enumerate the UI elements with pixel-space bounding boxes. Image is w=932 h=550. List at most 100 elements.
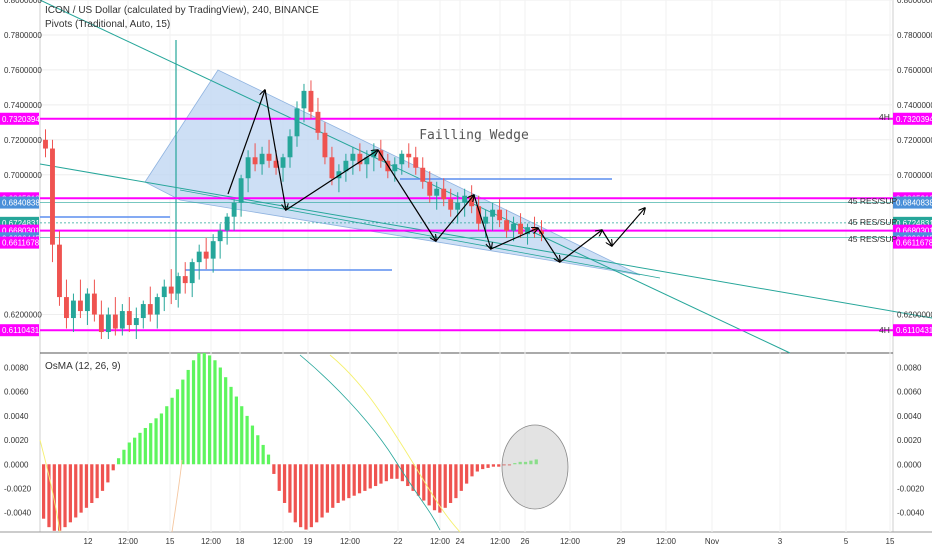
time-tick: 12:00 bbox=[118, 537, 139, 546]
osma-tick-right: 0.0040 bbox=[897, 412, 922, 421]
price-tag-left-text: 0.7320394 bbox=[2, 115, 40, 124]
candle-body bbox=[497, 209, 503, 221]
osma-bar bbox=[395, 464, 399, 479]
price-tag-left bbox=[0, 236, 39, 249]
osma-bar bbox=[202, 353, 206, 465]
pivot-label-3: 45 RES/SUP bbox=[848, 234, 897, 244]
osma-signal-mid bbox=[171, 459, 183, 533]
candle-body bbox=[175, 276, 181, 294]
osma-bar bbox=[42, 464, 46, 519]
osma-bar bbox=[165, 406, 169, 465]
osma-bar bbox=[363, 464, 367, 491]
candle-body bbox=[112, 314, 118, 329]
osma-bar bbox=[357, 464, 362, 494]
price-tick-left: 0.6200000 bbox=[4, 311, 42, 320]
osma-tick-left: -0.0040 bbox=[4, 509, 32, 518]
time-tick: 22 bbox=[394, 537, 403, 546]
candle-body bbox=[182, 276, 188, 284]
osma-bar bbox=[47, 464, 51, 528]
candle-body bbox=[154, 297, 160, 315]
osma-bar bbox=[336, 464, 340, 503]
candle-body bbox=[483, 216, 489, 224]
candle-body bbox=[308, 90, 314, 112]
osma-bar bbox=[63, 464, 67, 528]
candle-body bbox=[77, 300, 83, 312]
candle-body bbox=[238, 178, 244, 203]
projection-arrow bbox=[227, 90, 265, 195]
osma-tick-left: 0.0000 bbox=[4, 460, 29, 469]
price-tick-left: 0.7600000 bbox=[4, 66, 42, 75]
osma-bar bbox=[282, 464, 287, 503]
osma-bar bbox=[288, 464, 292, 513]
candle-body bbox=[350, 153, 356, 161]
candle-body bbox=[301, 90, 307, 109]
candle-body bbox=[476, 206, 482, 224]
osma-bar bbox=[245, 415, 249, 465]
osma-bar bbox=[154, 418, 158, 465]
time-tick: 12:00 bbox=[656, 537, 677, 546]
osma-bar bbox=[325, 464, 330, 513]
price-tick-right: 0.7000000 bbox=[897, 171, 932, 180]
time-tick: 12 bbox=[84, 537, 93, 546]
wedge-support bbox=[179, 189, 661, 279]
osma-bar bbox=[507, 464, 512, 466]
candle-body bbox=[392, 164, 398, 172]
candle-body bbox=[329, 157, 335, 179]
osma-bar bbox=[486, 464, 490, 468]
osma-signal-left bbox=[39, 439, 61, 533]
time-tick: 26 bbox=[521, 537, 530, 546]
candle-body bbox=[224, 216, 230, 231]
candle-body bbox=[343, 160, 349, 172]
osma-bar bbox=[315, 464, 319, 523]
candle-body bbox=[119, 311, 125, 329]
price-tag-left bbox=[0, 112, 39, 125]
candle-body bbox=[357, 153, 363, 165]
osma-bar bbox=[116, 458, 121, 465]
osma-bar bbox=[481, 464, 485, 470]
indicator-legend: Pivots (Traditional, Auto, 15) bbox=[45, 19, 171, 30]
osma-bar bbox=[352, 464, 356, 496]
candle-body bbox=[406, 153, 412, 158]
price-tag-left-text: 0.6680301 bbox=[2, 227, 40, 236]
osma-tick-right: 0.0080 bbox=[897, 364, 922, 373]
candle-body bbox=[399, 153, 405, 165]
candle-body bbox=[525, 227, 530, 235]
price-tag-left bbox=[0, 324, 39, 337]
osma-bar bbox=[106, 464, 110, 483]
candle-body bbox=[427, 181, 433, 196]
osma-macd-line bbox=[299, 354, 441, 531]
time-tick: Nov bbox=[705, 537, 719, 546]
candle-body bbox=[203, 251, 209, 259]
osma-bar bbox=[191, 360, 196, 465]
candle-body bbox=[336, 171, 342, 179]
candle-body bbox=[98, 314, 104, 333]
price-tick-left: 0.7800000 bbox=[4, 31, 42, 40]
osma-bar bbox=[320, 464, 324, 518]
highlight-circle bbox=[501, 424, 569, 510]
price-tick-right: 0.7600000 bbox=[897, 66, 932, 75]
osma-bar bbox=[127, 442, 131, 465]
osma-histogram bbox=[39, 353, 569, 533]
osma-bar bbox=[138, 432, 142, 465]
osma-bar bbox=[379, 464, 383, 484]
price-tag-right bbox=[893, 236, 932, 249]
osma-bar bbox=[422, 464, 426, 501]
projection-arrow bbox=[377, 149, 436, 241]
osma-bar bbox=[368, 464, 372, 489]
time-tick: 12:00 bbox=[340, 537, 361, 546]
osma-bar bbox=[438, 464, 442, 513]
osma-bar bbox=[52, 464, 56, 531]
pivot-label-2: 45 RES/SUP bbox=[848, 217, 897, 227]
timeframe-label-bottom: 4H bbox=[879, 325, 890, 335]
osma-bar bbox=[374, 464, 378, 487]
candle-body bbox=[441, 188, 447, 200]
time-tick: 12:00 bbox=[490, 537, 511, 546]
price-tag-left bbox=[0, 196, 39, 209]
osma-bar bbox=[427, 464, 431, 506]
candle-body bbox=[231, 202, 237, 217]
time-tick: 12:00 bbox=[560, 537, 581, 546]
osma-bar bbox=[341, 464, 346, 501]
osma-signal-line bbox=[329, 354, 461, 533]
candle-body bbox=[140, 304, 146, 319]
